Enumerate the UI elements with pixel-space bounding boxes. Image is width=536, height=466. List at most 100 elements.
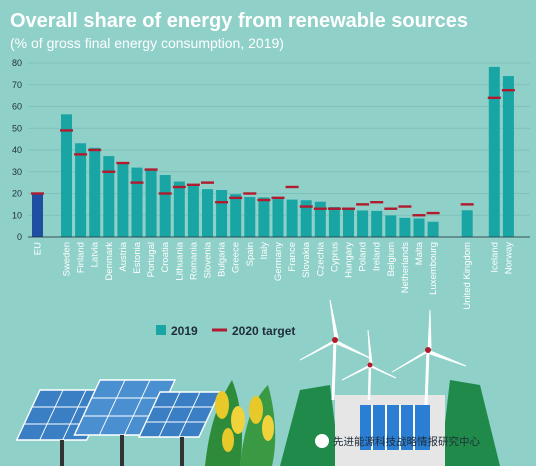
target-marker-czechia	[313, 207, 327, 210]
target-marker-croatia	[158, 192, 172, 195]
bar-slovenia	[202, 189, 213, 237]
target-marker-finland	[74, 153, 88, 156]
target-marker-spain	[243, 192, 257, 195]
bar-estonia	[131, 167, 143, 237]
bar-spain	[244, 196, 256, 237]
target-marker-netherlands	[398, 205, 412, 208]
category-label-slovakia: Slovakia	[301, 241, 312, 278]
targets-2020	[31, 88, 515, 217]
bar-iceland	[488, 66, 500, 237]
bar-netherlands	[399, 217, 411, 237]
bar-croatia	[159, 175, 171, 237]
bar-austria	[117, 163, 129, 237]
dam-illustration	[280, 380, 500, 466]
target-marker-slovenia	[201, 181, 214, 184]
category-label-slovenia: Slovenia	[203, 241, 214, 278]
y-axis-ticks: 0 10 20 30 40 50 60 70 80	[12, 58, 22, 242]
bar-finland	[75, 143, 87, 237]
bar-latvia	[89, 147, 101, 237]
bar-slovakia	[300, 200, 312, 237]
target-marker-malta	[412, 214, 426, 217]
bar-sweden	[61, 114, 72, 237]
bar-cyprus	[328, 206, 340, 237]
bar-czechia	[314, 201, 326, 237]
chart-title: Overall share of energy from renewable s…	[10, 10, 468, 32]
legend-label-target: 2020 target	[232, 324, 295, 338]
category-label-bulgaria: Bulgaria	[217, 241, 228, 277]
target-marker-ireland	[370, 201, 384, 204]
category-label-netherlands: Netherlands	[400, 242, 411, 293]
y-tick-label-0: 0	[17, 232, 22, 242]
legend: 2019 2020 target	[156, 324, 295, 338]
bars-2019	[32, 66, 514, 237]
bar-lithuania	[173, 181, 185, 237]
target-marker-austria	[116, 161, 130, 165]
target-marker-luxembourg	[426, 211, 440, 215]
category-label-ireland: Ireland	[372, 242, 383, 271]
category-label-cyprus: Cyprus	[329, 242, 340, 272]
bar-italy	[258, 197, 270, 237]
target-marker-lithuania	[172, 185, 186, 189]
bar-portugal	[145, 170, 157, 237]
target-marker-cyprus	[327, 207, 341, 210]
target-marker-portugal	[144, 168, 158, 171]
y-tick-label-70: 70	[12, 80, 22, 90]
chart-subtitle: (% of gross final energy consumption, 20…	[10, 35, 284, 51]
target-marker-italy	[257, 198, 271, 202]
target-marker-germany	[271, 196, 285, 200]
wechat-icon	[315, 434, 329, 448]
bar-bulgaria	[216, 190, 228, 237]
target-marker-sweden	[60, 129, 73, 132]
target-marker-belgium	[384, 207, 398, 210]
bar-united-kingdom	[461, 210, 473, 237]
target-marker-bulgaria	[215, 201, 229, 204]
legend-swatch-2019	[156, 325, 166, 335]
category-label-czechia: Czechia	[315, 241, 326, 276]
bar-denmark	[103, 156, 115, 237]
target-marker-iceland	[487, 96, 501, 99]
category-label-finland: Finland	[76, 242, 87, 273]
y-tick-label-80: 80	[12, 58, 22, 68]
category-label-united-kingdom: United Kingdom	[462, 242, 473, 310]
target-marker-romania	[186, 183, 200, 186]
bar-poland	[357, 210, 369, 237]
category-label-germany: Germany	[273, 242, 284, 281]
category-label-luxembourg: Luxembourg	[428, 242, 439, 295]
category-label-hungary: Hungary	[344, 242, 355, 278]
bar-eu	[32, 194, 43, 237]
category-label-malta: Malta	[414, 241, 425, 265]
category-label-poland: Poland	[358, 242, 369, 272]
target-marker-estonia	[130, 181, 144, 184]
category-label-italy: Italy	[259, 242, 270, 260]
y-tick-label-40: 40	[12, 145, 22, 155]
category-label-iceland: Iceland	[489, 242, 500, 273]
y-tick-label-50: 50	[12, 123, 22, 133]
target-marker-denmark	[102, 170, 116, 173]
category-label-sweden: Sweden	[62, 242, 73, 276]
category-label-denmark: Denmark	[104, 242, 115, 281]
target-marker-poland	[356, 203, 370, 206]
target-marker-united-kingdom	[460, 203, 474, 206]
bar-luxembourg	[427, 221, 439, 237]
bar-belgium	[385, 215, 397, 237]
solar-panels-illustration	[15, 379, 222, 466]
bar-france	[286, 199, 298, 237]
target-marker-hungary	[342, 207, 355, 210]
bar-norway	[502, 76, 514, 237]
category-label-croatia: Croatia	[160, 241, 171, 272]
legend-label-2019: 2019	[171, 324, 198, 338]
category-label-belgium: Belgium	[386, 242, 397, 276]
category-label-norway: Norway	[503, 242, 514, 274]
target-marker-latvia	[88, 148, 102, 152]
category-label-romania: Romania	[188, 241, 199, 280]
y-tick-label-20: 20	[12, 189, 22, 199]
bar-romania	[187, 184, 199, 237]
category-labels: EU Sweden Finland Latvia Denmark Austria Eston…	[33, 241, 515, 309]
target-marker-france	[285, 185, 299, 189]
category-label-portugal: Portugal	[146, 242, 157, 277]
y-tick-label-10: 10	[12, 210, 22, 220]
watermark-text: 先进能源科技战略情报研究中心	[333, 435, 480, 448]
bar-hungary	[343, 209, 354, 237]
target-marker-greece	[229, 196, 243, 200]
bar-greece	[230, 194, 242, 237]
